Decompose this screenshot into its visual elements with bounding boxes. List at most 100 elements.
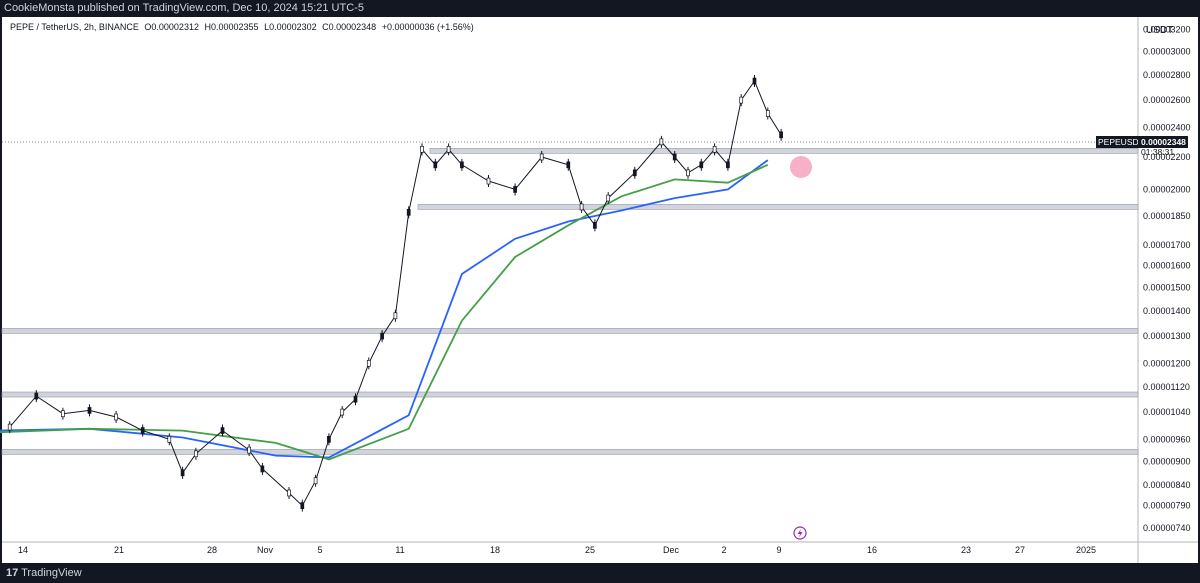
candle-body bbox=[180, 469, 185, 477]
candle-body bbox=[779, 131, 783, 139]
x-tick-label: 23 bbox=[961, 545, 971, 555]
candle-body bbox=[7, 423, 12, 431]
x-tick-label: 2025 bbox=[1076, 545, 1096, 555]
tradingview-logo-icon: 17 bbox=[6, 567, 19, 579]
x-tick-label: Nov bbox=[257, 545, 274, 555]
candle-body bbox=[579, 203, 584, 211]
level-band bbox=[1, 328, 1139, 334]
close-value: C0.00002348 bbox=[322, 22, 377, 32]
x-tick-label: 2 bbox=[721, 545, 726, 555]
x-tick-label: 11 bbox=[395, 545, 404, 555]
candle-body bbox=[114, 413, 118, 421]
y-tick-label: 0.00002200 bbox=[1143, 152, 1191, 162]
candle-body bbox=[513, 186, 517, 193]
candle-body bbox=[34, 392, 39, 400]
support-resistance-levels bbox=[1, 148, 1139, 455]
candle-body bbox=[433, 161, 438, 169]
price-series bbox=[7, 75, 783, 512]
x-tick-label: 21 bbox=[114, 545, 124, 555]
y-tick-label: 0.00001200 bbox=[1143, 358, 1191, 368]
candle-body bbox=[61, 410, 65, 418]
y-tick-label: 0.00000790 bbox=[1143, 501, 1191, 511]
open-value: O0.00002312 bbox=[144, 22, 199, 32]
candle-body bbox=[699, 161, 704, 169]
highlight-circle bbox=[790, 156, 812, 178]
candle-body bbox=[539, 153, 544, 161]
brand-label: TradingView bbox=[21, 567, 82, 579]
candle-body bbox=[353, 395, 358, 403]
y-tick-label: 0.00001700 bbox=[1143, 240, 1191, 250]
x-tick-label: 9 bbox=[776, 545, 781, 555]
high-value: H0.00002355 bbox=[204, 22, 259, 32]
y-tick-label: 0.00002000 bbox=[1143, 184, 1191, 194]
ma-line bbox=[0, 159, 769, 459]
candle-body bbox=[287, 489, 291, 497]
candle-body bbox=[393, 312, 398, 320]
candle-body bbox=[739, 96, 744, 104]
candle-body bbox=[765, 110, 770, 117]
candle-body bbox=[712, 145, 717, 153]
y-tick-label: 0.00002800 bbox=[1143, 70, 1191, 80]
candle-body bbox=[672, 153, 677, 161]
candle-body bbox=[752, 77, 757, 85]
candle-body bbox=[593, 221, 597, 229]
moving-averages bbox=[0, 159, 769, 461]
level-band bbox=[417, 204, 1139, 210]
candle-body bbox=[247, 446, 251, 454]
candle-body bbox=[632, 169, 637, 177]
candle-body bbox=[87, 407, 92, 414]
candle-body bbox=[260, 465, 265, 473]
candle-body bbox=[313, 477, 318, 485]
candle-body bbox=[327, 435, 331, 443]
last-price-badge: PEPEUSDT 0.00002348 01:38:31 bbox=[1096, 136, 1188, 157]
ma-line bbox=[0, 163, 769, 461]
x-tick-label: 25 bbox=[585, 545, 595, 555]
candle-body bbox=[366, 359, 371, 367]
candle-body bbox=[606, 194, 611, 202]
candle-body bbox=[167, 435, 172, 443]
x-tick-label: 28 bbox=[207, 545, 217, 555]
y-tick-label: 0.00003200 bbox=[1143, 24, 1191, 34]
change-value: +0.00000036 (+1.56%) bbox=[381, 22, 474, 32]
y-tick-label: 0.00001850 bbox=[1143, 211, 1191, 221]
price-line bbox=[9, 79, 782, 507]
level-band bbox=[1, 449, 1139, 455]
candle-body bbox=[566, 161, 571, 169]
y-tick-label: 0.00002400 bbox=[1143, 122, 1191, 132]
x-tick-label: Dec bbox=[663, 545, 680, 555]
y-tick-label: 0.00001300 bbox=[1143, 331, 1191, 341]
candle-body bbox=[300, 502, 305, 510]
symbol-legend: PEPE / TetherUS, 2h, BINANCE O0.00002312… bbox=[10, 22, 474, 32]
candle-body bbox=[406, 208, 411, 216]
x-tick-label: 16 bbox=[867, 545, 877, 555]
candle-body bbox=[220, 427, 225, 434]
published-text: CookieMonsta published on TradingView.co… bbox=[4, 2, 364, 14]
lightning-icon[interactable] bbox=[793, 526, 807, 540]
y-tick-label: 0.00003000 bbox=[1143, 46, 1191, 56]
x-tick-label: 18 bbox=[490, 545, 500, 555]
candle-body bbox=[340, 408, 345, 416]
y-tick-label: 0.00002600 bbox=[1143, 95, 1191, 105]
symbol-badge: PEPEUSDT bbox=[1098, 137, 1144, 147]
x-tick-label: 27 bbox=[1015, 545, 1025, 555]
tradingview-brand[interactable]: 17 TradingView bbox=[6, 567, 82, 579]
footer-bar bbox=[0, 563, 1200, 583]
candle-body bbox=[446, 145, 451, 153]
y-tick-label: 0.00001600 bbox=[1143, 260, 1191, 270]
y-tick-label: 0.00000840 bbox=[1143, 480, 1191, 490]
last-price-label: 0.00002348 bbox=[1141, 137, 1186, 147]
y-tick-label: 0.00000900 bbox=[1143, 456, 1191, 466]
candle-body bbox=[420, 145, 424, 153]
candle-body bbox=[726, 161, 730, 169]
currency-label: USDT bbox=[1146, 25, 1173, 36]
level-band bbox=[429, 148, 1139, 154]
candle-body bbox=[686, 169, 690, 177]
y-tick-label: 0.00000960 bbox=[1143, 434, 1191, 444]
level-band bbox=[1, 391, 1139, 398]
candle-body bbox=[140, 427, 145, 434]
countdown-label: 01:38:31 bbox=[1141, 147, 1174, 157]
y-axis: 0.00003200 0.00003000 0.00002800 0.00002600… bbox=[1143, 24, 1191, 532]
publish-header: CookieMonsta published on TradingView.co… bbox=[0, 0, 1200, 17]
x-axis: 14 21 28 Nov 5 11 18 25 Dec 2 9 16 23 27 2025 bbox=[18, 545, 1096, 555]
